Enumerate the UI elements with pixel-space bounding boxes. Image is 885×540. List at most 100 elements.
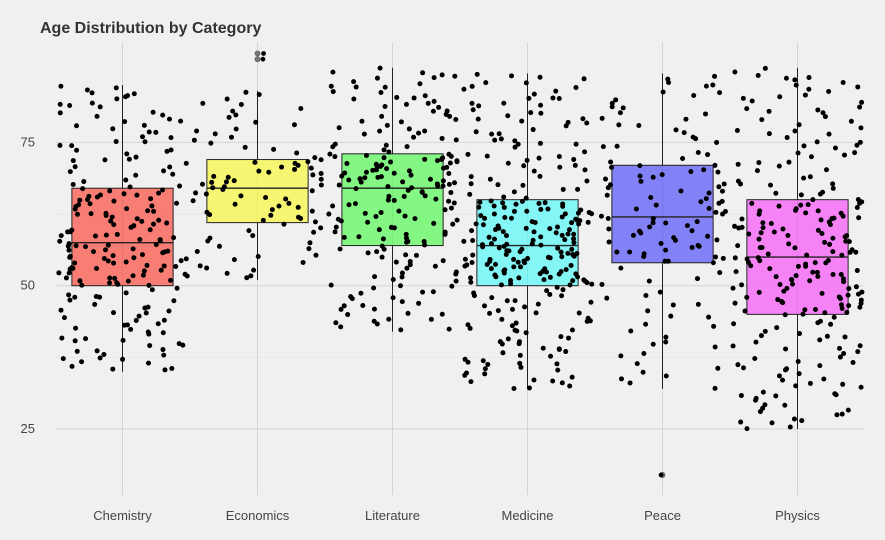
- data-point: [712, 73, 718, 79]
- data-point: [469, 228, 475, 234]
- data-point: [637, 228, 643, 234]
- data-point: [511, 256, 517, 262]
- data-point: [538, 242, 544, 248]
- data-point: [842, 334, 848, 340]
- data-point: [512, 298, 518, 304]
- data-point: [66, 270, 72, 276]
- data-point: [131, 223, 137, 229]
- data-point: [358, 290, 364, 296]
- data-point: [111, 198, 117, 204]
- x-tick-label: Economics: [226, 508, 290, 523]
- data-point: [107, 275, 113, 281]
- data-point: [563, 349, 569, 355]
- data-point: [439, 311, 445, 317]
- data-point: [174, 285, 180, 291]
- data-point: [717, 90, 723, 96]
- data-point: [628, 328, 634, 334]
- data-point: [516, 275, 522, 281]
- data-point: [344, 160, 350, 166]
- data-point: [61, 315, 67, 321]
- data-point: [617, 110, 623, 116]
- data-point: [425, 100, 431, 106]
- data-point: [309, 188, 315, 194]
- data-point: [760, 389, 766, 395]
- data-point: [859, 289, 865, 295]
- data-point: [400, 179, 406, 185]
- data-point: [397, 283, 403, 289]
- data-point: [427, 176, 433, 182]
- data-point: [420, 289, 426, 295]
- data-point: [338, 324, 344, 330]
- data-point: [56, 270, 62, 276]
- data-point: [762, 65, 768, 71]
- data-point: [521, 163, 527, 169]
- data-point: [805, 202, 811, 208]
- data-point: [200, 100, 206, 106]
- data-point: [80, 186, 86, 192]
- data-point: [616, 122, 622, 128]
- data-point: [126, 156, 132, 162]
- data-point: [538, 110, 544, 116]
- data-point: [346, 202, 352, 208]
- data-point: [517, 360, 523, 366]
- data-point: [131, 91, 137, 97]
- data-point: [855, 349, 861, 355]
- data-point: [701, 167, 707, 173]
- data-point: [83, 336, 89, 342]
- data-point: [663, 220, 669, 226]
- data-point: [93, 233, 99, 239]
- data-point: [83, 244, 89, 250]
- data-point: [818, 217, 824, 223]
- data-point: [785, 233, 791, 239]
- data-point: [124, 206, 130, 212]
- data-point: [505, 336, 511, 342]
- data-point: [846, 286, 852, 292]
- data-point: [468, 181, 474, 187]
- data-point: [689, 228, 695, 234]
- data-point: [150, 109, 156, 115]
- data-point: [276, 203, 282, 209]
- data-point: [353, 186, 359, 192]
- data-point: [66, 292, 72, 298]
- data-point: [399, 299, 405, 305]
- data-point: [156, 217, 162, 223]
- data-point: [739, 224, 745, 230]
- data-point: [786, 159, 792, 165]
- data-point: [796, 122, 802, 128]
- data-point: [801, 143, 807, 149]
- data-point: [540, 345, 546, 351]
- data-point: [406, 126, 412, 132]
- data-point: [762, 402, 768, 408]
- data-point: [79, 282, 85, 288]
- data-point: [440, 155, 446, 161]
- data-point: [859, 99, 865, 105]
- data-point: [453, 269, 459, 275]
- data-point: [453, 137, 459, 143]
- data-point: [183, 256, 189, 262]
- data-point: [168, 135, 174, 141]
- data-point: [806, 86, 812, 92]
- data-point: [613, 97, 619, 103]
- data-point: [385, 184, 391, 190]
- data-point: [630, 232, 636, 238]
- data-point: [318, 170, 324, 176]
- data-point: [326, 211, 332, 217]
- data-point: [58, 83, 64, 89]
- data-point: [822, 114, 828, 120]
- data-point: [76, 202, 82, 208]
- data-point: [658, 240, 664, 246]
- data-point: [190, 198, 196, 204]
- data-point: [160, 347, 166, 353]
- data-point: [233, 126, 239, 132]
- data-point: [800, 311, 806, 317]
- data-point: [733, 269, 739, 275]
- data-point: [446, 198, 452, 204]
- data-point: [827, 241, 833, 247]
- data-point: [565, 250, 571, 256]
- data-point: [383, 142, 389, 148]
- data-point: [131, 255, 137, 261]
- data-point: [336, 182, 342, 188]
- data-point: [501, 100, 507, 106]
- data-point: [361, 131, 367, 137]
- data-point: [386, 193, 392, 199]
